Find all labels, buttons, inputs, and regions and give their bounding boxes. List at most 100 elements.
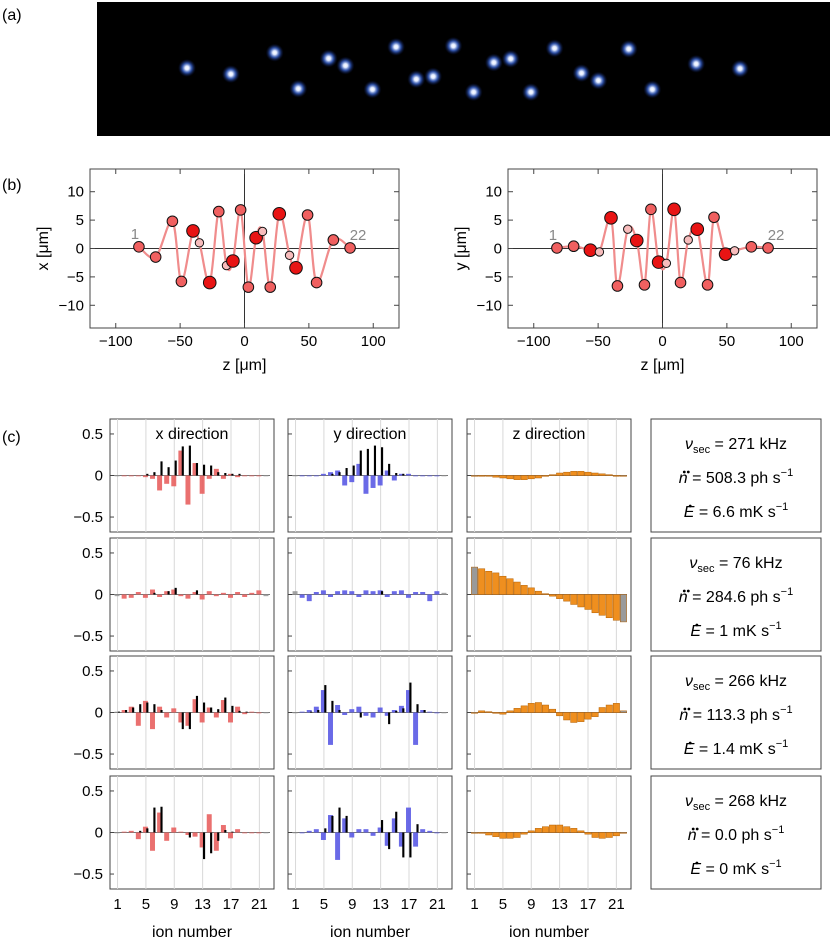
ion-point: [194, 238, 205, 248]
mode-bar: [605, 474, 613, 476]
ndot-exponent: −1: [780, 704, 793, 716]
ion-label-last: 22: [350, 227, 367, 244]
ion-point: [310, 276, 323, 289]
time-derivative-dot: [682, 589, 686, 593]
info-frequency: νsec = 266 kHz: [685, 673, 787, 693]
reference-bar: [195, 590, 199, 595]
mode-bar: [499, 712, 507, 715]
mode-bar: [363, 829, 369, 833]
mode-bar: [584, 832, 592, 835]
mode-bar: [135, 712, 141, 726]
edot-symbol: E: [684, 504, 695, 521]
mode-bar: [605, 704, 613, 713]
mode-panel-x: −0.5 0 0.5 1 5 9 13 17 21 ion number: [73, 775, 275, 941]
y-tick-label: 0: [95, 468, 103, 485]
ion-point: [284, 250, 295, 261]
reference-bar: [409, 832, 412, 858]
mode-bar: [185, 475, 191, 505]
mode-bar: [206, 707, 212, 713]
ndot-exponent: −1: [781, 467, 794, 479]
reference-bar: [345, 815, 348, 833]
x-tick-label: 50: [301, 333, 318, 350]
frequency-value: = 76 kHz: [715, 555, 783, 572]
y-tick-label: −0.5: [73, 509, 103, 526]
mode-bar: [384, 470, 390, 476]
mode-bar: [485, 570, 493, 595]
reference-bar: [331, 815, 334, 833]
column-title-z: z direction: [513, 426, 586, 443]
mode-bar: [349, 709, 355, 713]
mode-bar: [406, 594, 411, 598]
mode-bar: [384, 594, 390, 597]
reference-bar: [409, 682, 412, 713]
x-axis-label: ion number: [152, 924, 233, 941]
mode-bar: [263, 594, 269, 597]
ion-spot: [643, 80, 662, 99]
ion-point: [272, 207, 287, 221]
ion-spot: [501, 49, 520, 68]
mode-bar: [471, 832, 478, 834]
mode-bar: [413, 712, 419, 745]
mode-bar: [513, 708, 521, 713]
time-derivative-dot: [695, 623, 699, 627]
column-title-y: y direction: [334, 426, 407, 443]
ion-point: [604, 211, 618, 225]
mode-bar: [499, 475, 507, 479]
ion-point: [567, 240, 580, 253]
edot-symbol: E: [690, 861, 701, 878]
mode-bar: [478, 475, 486, 477]
reference-bar: [245, 711, 248, 713]
mode-bar: [513, 832, 521, 838]
mode-bar: [506, 832, 514, 839]
ion-spot: [464, 83, 483, 102]
ion-spot: [572, 64, 591, 83]
ndot-exponent: −1: [772, 824, 785, 836]
mode-bar: [178, 450, 184, 476]
x-tick-label: 5: [320, 896, 328, 913]
mode-bar: [612, 594, 620, 621]
mode-bar: [584, 471, 592, 476]
mode-bar: [591, 594, 599, 614]
mode-bar: [235, 829, 241, 833]
ion-point: [226, 254, 240, 268]
mode-bar: [299, 832, 305, 834]
y-tick-label: −5: [485, 269, 502, 286]
mode-bar: [420, 592, 426, 595]
mode-bar: [142, 594, 148, 598]
mode-bar: [485, 711, 493, 713]
mode-bar: [591, 472, 599, 476]
mode-bar: [420, 710, 426, 713]
x-axis-label: ion number: [330, 924, 411, 941]
mode-bar: [434, 832, 440, 834]
reference-bar: [224, 830, 227, 833]
ion-point: [175, 275, 188, 288]
mode-bar: [206, 475, 212, 479]
y-tick-label: −0.5: [73, 746, 103, 763]
x-tick-label: 9: [348, 896, 356, 913]
mode-bar: [591, 712, 599, 717]
mode-bar: [235, 706, 241, 713]
info-frequency: νsec = 271 kHz: [685, 436, 787, 456]
mode-bar: [612, 703, 620, 713]
mode-bar: [563, 826, 571, 833]
mode-bar: [520, 832, 528, 835]
y-axis-label: y [μm]: [453, 227, 470, 271]
mode-panel-z: [466, 655, 632, 770]
ion-point: [762, 242, 774, 254]
ion-point: [186, 224, 200, 238]
mode-bar: [313, 475, 319, 477]
ion-point: [202, 275, 217, 290]
x-axis-label: z [μm]: [641, 357, 685, 374]
mode-bar: [213, 468, 219, 476]
mode-bar: [398, 590, 404, 595]
mode-bar: [306, 594, 312, 602]
mode-bar: [391, 591, 397, 595]
mode-bar: [471, 566, 478, 595]
reference-bar: [338, 710, 341, 713]
ion-point: [690, 222, 705, 236]
nu-symbol: ν: [689, 555, 697, 572]
mode-bar: [434, 712, 440, 714]
reference-bar: [153, 592, 156, 595]
mode-bar: [256, 475, 262, 477]
